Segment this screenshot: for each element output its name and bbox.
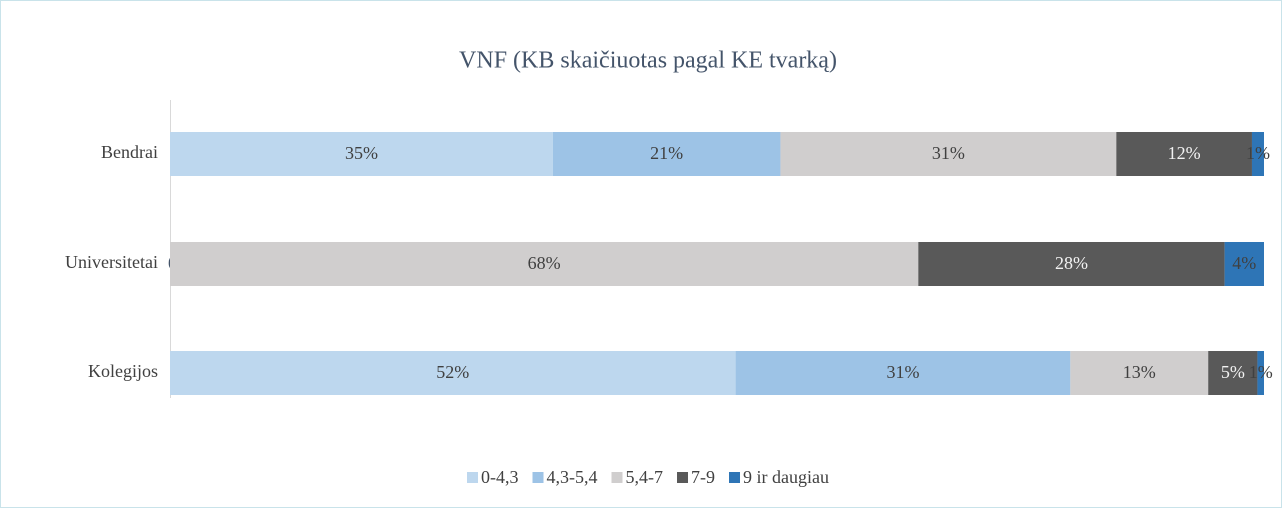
data-label: 31%	[886, 362, 919, 382]
y-tick-label: Bendrai	[101, 142, 158, 162]
y-tick-label: Universitetai	[65, 252, 158, 272]
bar-segment	[552, 132, 781, 176]
legend-swatch	[532, 472, 544, 483]
chart-title: VNF (KB skaičiuotas pagal KE tvarką)	[459, 48, 837, 74]
bar-segment	[1070, 351, 1209, 395]
data-label: 68%	[528, 253, 561, 273]
y-tick-label: Kolegijos	[88, 361, 158, 381]
bar-segment	[1208, 351, 1258, 395]
legend-label: 7-9	[691, 467, 715, 487]
bar-segment	[1224, 242, 1264, 286]
data-label: 1%	[1249, 362, 1273, 382]
data-label: 12%	[1168, 143, 1201, 163]
legend-label: 4,3-5,4	[547, 467, 598, 487]
bar-segment	[918, 242, 1225, 286]
legend-label: 5,4-7	[626, 467, 664, 487]
data-label: 28%	[1055, 253, 1088, 273]
legend-swatch	[611, 472, 623, 483]
legend-swatch	[467, 472, 479, 483]
bar-segment	[1116, 132, 1252, 176]
legend-swatch	[677, 472, 689, 483]
data-label: 4%	[1232, 253, 1256, 273]
data-label: 52%	[436, 362, 469, 382]
bar-segment	[170, 242, 919, 286]
bar-segment	[1251, 132, 1264, 176]
bar-segment	[1257, 351, 1264, 395]
legend-swatch	[729, 472, 741, 483]
bar-segment	[780, 132, 1117, 176]
data-label: 21%	[650, 143, 683, 163]
legend-label: 9 ir daugiau	[743, 467, 829, 487]
data-label: 5%	[1221, 362, 1245, 382]
data-label: 13%	[1123, 362, 1156, 382]
bar-segment	[735, 351, 1071, 395]
data-label: 35%	[345, 143, 378, 163]
bar-segment	[170, 132, 553, 176]
bar-segment	[170, 351, 736, 395]
legend-label: 0-4,3	[481, 467, 519, 487]
data-label: 31%	[932, 143, 965, 163]
data-label: 1%	[1246, 143, 1270, 163]
